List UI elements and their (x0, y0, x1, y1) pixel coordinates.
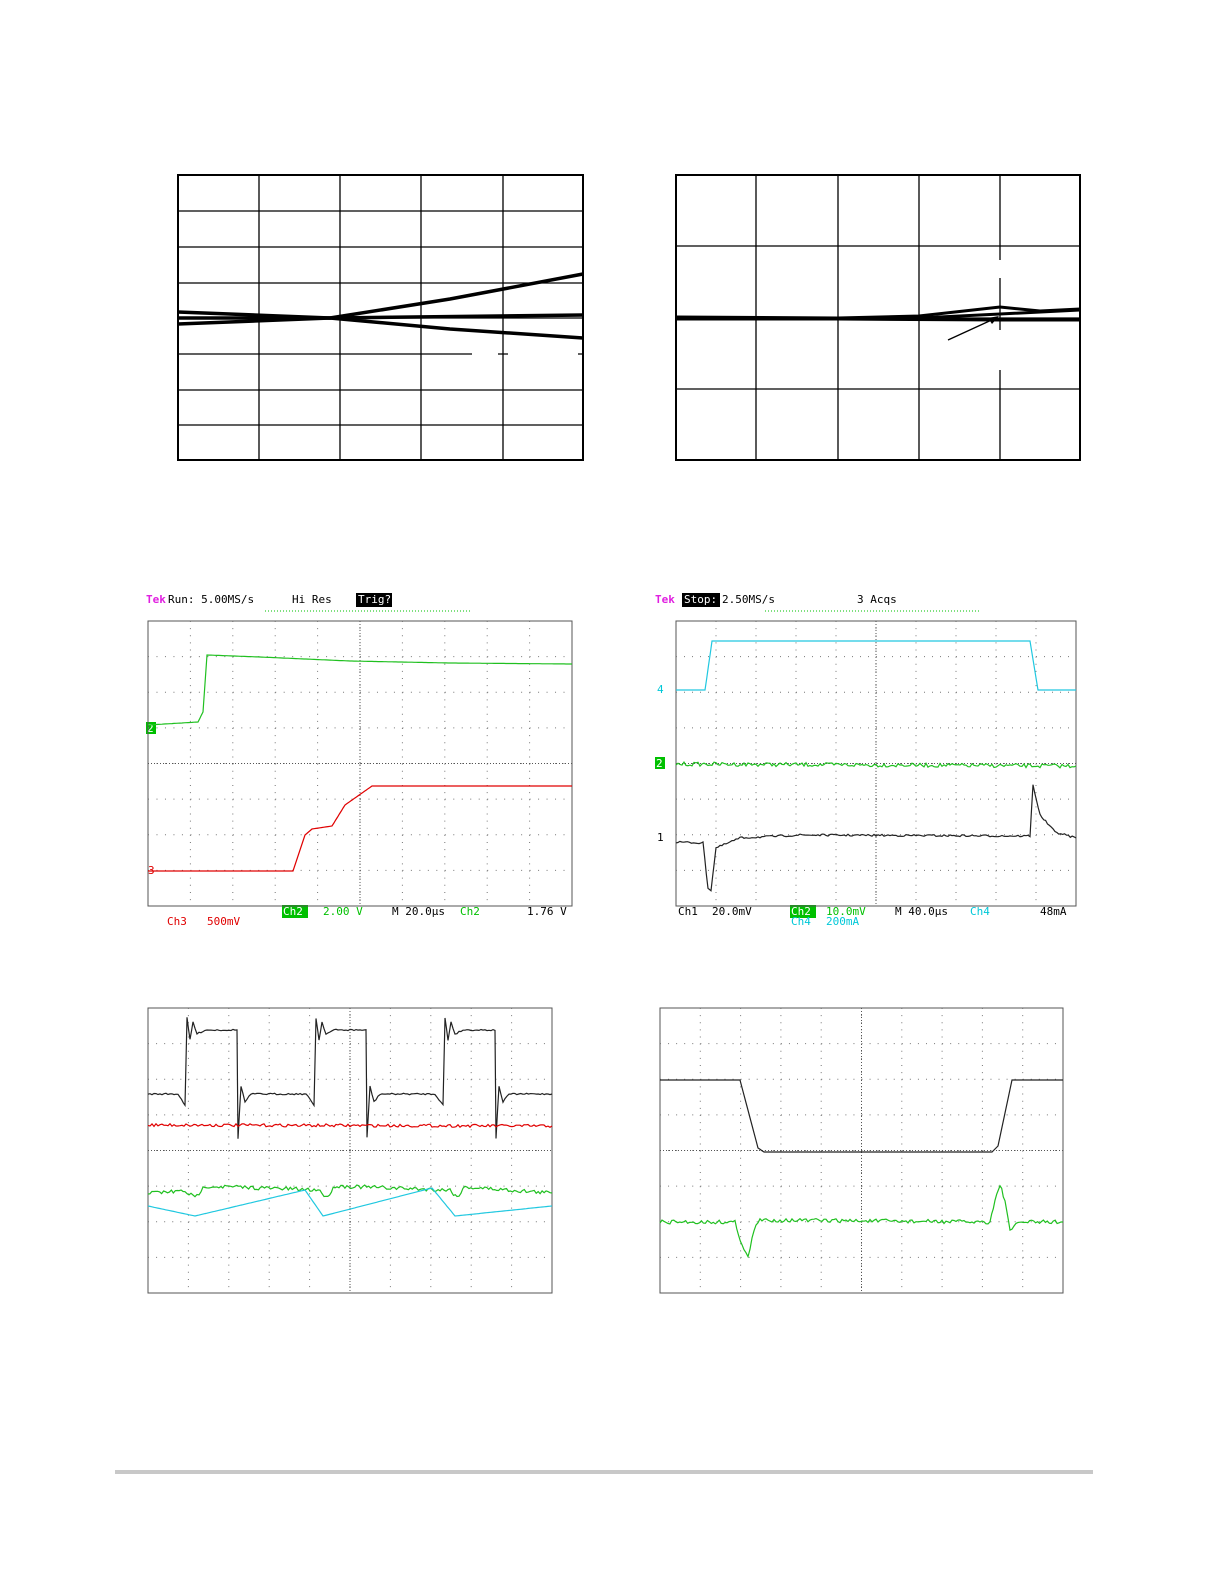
label-box (682, 593, 720, 607)
arrow (947, 317, 997, 341)
brand: Tek (146, 593, 166, 606)
trig-level: 48mA (1040, 905, 1067, 918)
label-box (356, 593, 392, 607)
scope-1-text: Tek Run: 5.00MS/s Hi Res Trig? Ch3 500mV… (146, 593, 567, 928)
mask (508, 340, 578, 364)
timebase: M 40.0µs (895, 905, 948, 918)
arrow-head (988, 316, 999, 324)
trace (147, 1187, 553, 1217)
label-box (282, 905, 308, 918)
trace (675, 760, 1077, 769)
marker: 2 (147, 722, 154, 735)
footer-rule (115, 1470, 1093, 1474)
trace (147, 1017, 553, 1139)
ch3: Ch3 (167, 915, 187, 928)
trig-source: Ch2 (460, 905, 480, 918)
mask (985, 260, 1015, 278)
curve (177, 316, 584, 340)
mask (472, 340, 498, 364)
trigger: Trig? (358, 593, 391, 606)
mode: Hi Res (292, 593, 332, 606)
label-box (146, 722, 156, 734)
marker: 2 (656, 757, 663, 770)
trace (676, 640, 1076, 691)
ch4-scale: 200mA (826, 915, 859, 928)
trace (148, 785, 572, 872)
ch2-scale: 10.0mV (826, 905, 866, 918)
marker: 4 (657, 683, 664, 696)
marker: 1 (657, 831, 664, 844)
label-box (790, 905, 816, 918)
scope-2-text: Tek Stop: 2.50MS/s 3 Acqs Ch1 20.0mV Ch2… (655, 593, 1067, 928)
plot-right (675, 174, 1081, 461)
trace (660, 1079, 1063, 1153)
plot-left (177, 174, 584, 461)
trace (147, 654, 572, 726)
ch2: Ch2 (791, 905, 811, 918)
acqs: 3 Acqs (857, 593, 897, 606)
ch3-scale: 500mV (207, 915, 240, 928)
timebase: M 20.0µs (392, 905, 445, 918)
curve (177, 272, 584, 320)
label-box (655, 757, 665, 769)
mask (985, 330, 1015, 370)
status: Stop: (684, 593, 717, 606)
trace (659, 1184, 1063, 1259)
brand: Tek (655, 593, 675, 606)
trace (147, 1122, 553, 1129)
trace (147, 1184, 553, 1198)
ch1: Ch1 (678, 905, 698, 918)
ch4: Ch4 (791, 915, 811, 928)
trig-source: Ch4 (970, 905, 990, 918)
ch2-scale: 2.00 V (323, 905, 363, 918)
status: Run: 5.00MS/s (168, 593, 254, 606)
curve (676, 317, 1080, 322)
ch2: Ch2 (283, 905, 303, 918)
trig-level: 1.76 V (527, 905, 567, 918)
rate: 2.50MS/s (722, 593, 775, 606)
ch1-scale: 20.0mV (712, 905, 752, 918)
trace (675, 784, 1077, 892)
